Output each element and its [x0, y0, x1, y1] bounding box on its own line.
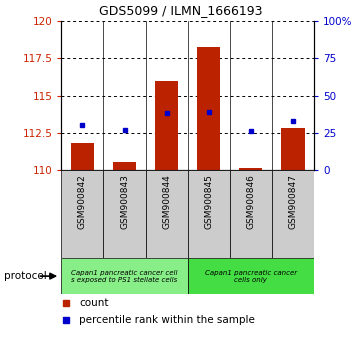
- Text: percentile rank within the sample: percentile rank within the sample: [79, 315, 255, 325]
- Bar: [197, 46, 220, 170]
- Text: GSM900846: GSM900846: [247, 174, 255, 229]
- Text: GSM900843: GSM900843: [120, 174, 129, 229]
- Bar: [71, 143, 94, 170]
- Text: GSM900842: GSM900842: [78, 174, 87, 229]
- Bar: [239, 169, 262, 170]
- Bar: [272, 170, 314, 258]
- Text: protocol: protocol: [4, 271, 46, 281]
- Bar: [230, 170, 272, 258]
- Text: GSM900844: GSM900844: [162, 174, 171, 229]
- Bar: [282, 128, 305, 170]
- Bar: [61, 170, 104, 258]
- Bar: [104, 170, 145, 258]
- Bar: [113, 162, 136, 170]
- Text: GSM900847: GSM900847: [288, 174, 297, 229]
- Bar: [188, 258, 314, 294]
- Text: Capan1 pancreatic cancer
cells only: Capan1 pancreatic cancer cells only: [205, 269, 297, 283]
- Bar: [188, 170, 230, 258]
- Text: GDS5099 / ILMN_1666193: GDS5099 / ILMN_1666193: [99, 4, 262, 17]
- Text: GSM900845: GSM900845: [204, 174, 213, 229]
- Text: count: count: [79, 298, 109, 308]
- Text: Capan1 pancreatic cancer cell
s exposed to PS1 stellate cells: Capan1 pancreatic cancer cell s exposed …: [71, 269, 178, 283]
- Bar: [145, 170, 188, 258]
- Bar: [61, 258, 188, 294]
- Bar: [155, 81, 178, 170]
